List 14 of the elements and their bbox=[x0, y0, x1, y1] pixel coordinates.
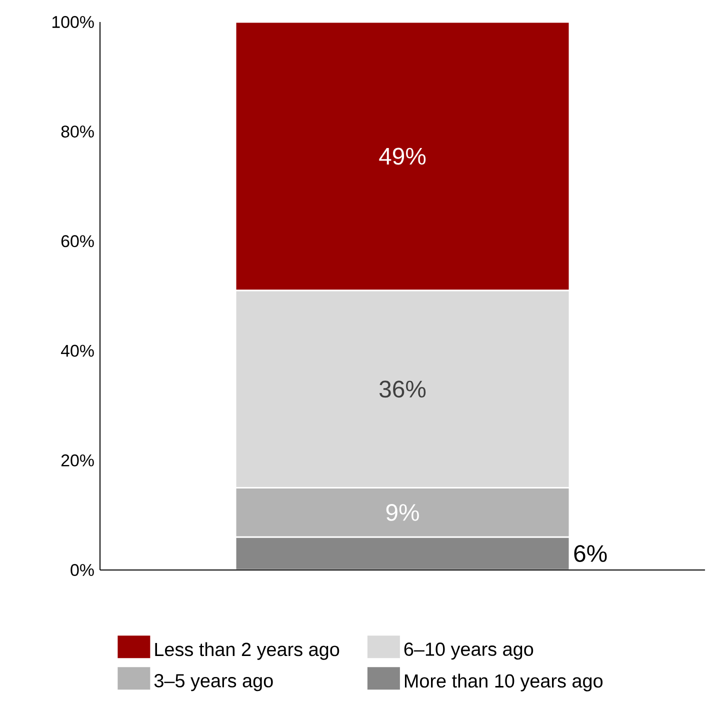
data-label: 36% bbox=[379, 380, 426, 398]
y-tick-label: 80% bbox=[61, 126, 94, 138]
y-tick-label: 20% bbox=[61, 454, 94, 466]
data-label: 6% bbox=[574, 545, 607, 562]
y-tick-label: 0% bbox=[70, 564, 94, 576]
legend-label: 6–10 years ago bbox=[404, 642, 534, 660]
y-tick-label: 100% bbox=[52, 16, 94, 28]
legend-label: 3–5 years ago bbox=[154, 674, 273, 692]
legend-label: More than 10 years ago bbox=[404, 674, 603, 692]
legend-label: Less than 2 years ago bbox=[155, 642, 340, 660]
y-tick-label: 60% bbox=[61, 235, 94, 248]
data-label: 9% bbox=[386, 504, 419, 521]
y-tick-label: 40% bbox=[60, 344, 94, 357]
data-label: 49% bbox=[379, 148, 426, 165]
